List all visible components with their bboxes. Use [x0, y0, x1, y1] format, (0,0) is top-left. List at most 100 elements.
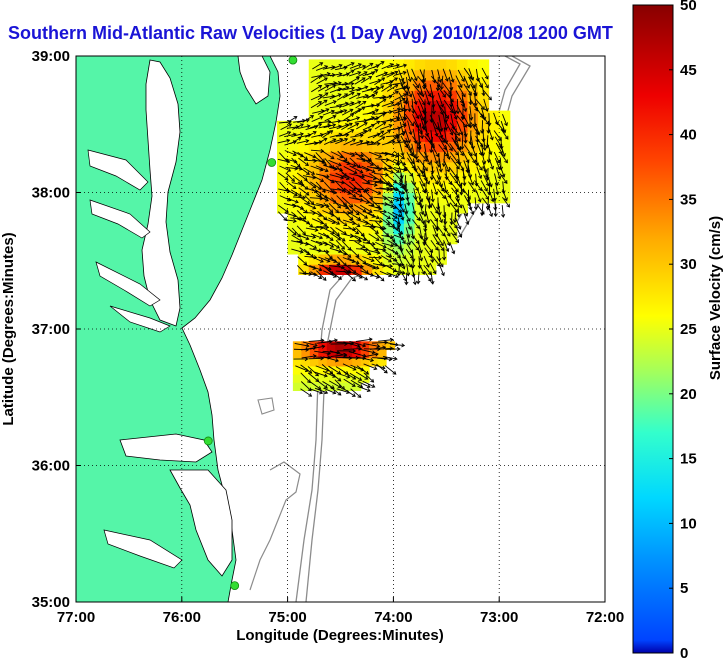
velocity-cell — [456, 120, 469, 132]
velocity-cell — [329, 212, 342, 224]
velocity-arrow — [375, 241, 387, 249]
velocity-cell — [351, 161, 363, 173]
velocity-arrow — [313, 371, 328, 378]
velocity-arrow — [419, 122, 425, 140]
velocity-arrow — [362, 196, 375, 207]
velocity-cell — [382, 69, 394, 81]
velocity-arrow — [348, 212, 362, 221]
velocity-arrow — [452, 210, 458, 224]
velocity-cell — [372, 110, 384, 122]
velocity-arrow — [398, 173, 404, 186]
velocity-cell — [298, 253, 310, 265]
velocity-arrow — [412, 272, 417, 286]
velocity-arrow — [418, 196, 424, 209]
velocity-cell — [385, 341, 396, 351]
velocity-cell — [403, 253, 416, 265]
velocity-arrow — [304, 130, 317, 138]
velocity-arrow — [418, 174, 426, 187]
velocity-cell — [360, 357, 370, 367]
velocity-arrow — [330, 137, 344, 144]
velocity-cell — [393, 243, 405, 255]
velocity-cell — [425, 202, 437, 214]
velocity-arrow — [354, 235, 367, 242]
velocity-arrow — [431, 120, 439, 137]
velocity-cell — [318, 349, 328, 359]
velocity-cell — [329, 182, 342, 194]
velocity-arrow — [356, 365, 370, 375]
velocity-arrow — [307, 372, 320, 383]
velocity-arrow — [277, 211, 288, 222]
velocity-arrow — [398, 113, 406, 127]
velocity-cell — [351, 202, 363, 214]
velocity-arrow — [291, 157, 301, 168]
x-tick-label: 73:00 — [480, 609, 518, 626]
velocity-arrow — [349, 100, 362, 107]
velocity-arrow — [463, 144, 473, 157]
velocity-cell — [446, 110, 458, 122]
velocity-arrow — [360, 140, 375, 145]
velocity-arrow — [419, 212, 426, 225]
x-tick-label: 74:00 — [374, 609, 412, 626]
velocity-cell — [499, 131, 511, 142]
velocity-arrow — [451, 232, 460, 244]
velocity-cell — [298, 182, 310, 194]
velocity-arrow — [298, 157, 309, 166]
velocity-arrow — [335, 137, 349, 145]
velocity-cell — [478, 151, 490, 163]
velocity-cell — [435, 253, 447, 265]
velocity-cell — [478, 100, 490, 112]
velocity-arrow — [304, 202, 317, 210]
velocity-cell — [382, 161, 394, 173]
station-marker — [203, 436, 213, 446]
velocity-cell — [372, 69, 384, 81]
velocity-arrow — [404, 90, 409, 105]
velocity-cell — [425, 141, 437, 153]
velocity-cell — [361, 192, 373, 204]
velocity-arrow — [349, 63, 362, 69]
velocity-cell — [488, 131, 500, 142]
velocity-cell — [382, 100, 394, 112]
velocity-cell — [361, 131, 373, 142]
velocity-arrow — [391, 249, 401, 259]
velocity-arrow — [342, 159, 357, 167]
velocity-arrow — [349, 218, 361, 228]
velocity-cell — [377, 349, 387, 359]
velocity-cell — [467, 59, 479, 71]
velocity-arrow — [423, 143, 429, 160]
velocity-arrow — [502, 196, 510, 208]
y-tick-label: 39:00 — [32, 48, 70, 65]
velocity-cell — [467, 161, 479, 173]
velocity-cell — [403, 182, 416, 194]
velocity-arrow — [379, 217, 391, 226]
velocity-arrow — [284, 140, 297, 146]
velocity-arrow — [368, 233, 380, 241]
velocity-arrow — [363, 363, 378, 371]
velocity-arrow — [348, 181, 361, 193]
velocity-cell — [414, 90, 426, 101]
velocity-cell — [425, 131, 437, 142]
velocity-arrow — [366, 69, 379, 76]
velocity-cell — [446, 151, 458, 163]
velocity-cell — [292, 349, 302, 359]
velocity-cell — [329, 192, 342, 204]
velocity-arrow — [277, 172, 289, 181]
velocity-arrow — [315, 189, 328, 199]
velocity-arrow — [468, 181, 476, 193]
velocity-arrow — [412, 219, 420, 229]
velocity-arrow — [400, 135, 409, 149]
velocity-arrow — [286, 226, 297, 236]
velocity-cell — [467, 110, 479, 122]
velocity-cell — [308, 212, 320, 224]
velocity-arrow — [417, 165, 425, 178]
velocity-arrow — [298, 124, 311, 129]
velocity-arrow — [473, 197, 479, 211]
velocity-arrow — [381, 242, 395, 248]
velocity-arrow — [342, 129, 355, 137]
velocity-arrow — [404, 129, 411, 144]
velocity-arrow — [429, 84, 435, 100]
velocity-arrow — [310, 181, 322, 190]
velocity-arrow — [317, 108, 330, 115]
velocity-arrow — [402, 175, 408, 188]
velocity-arrow — [456, 120, 464, 136]
velocity-arrow — [290, 137, 302, 145]
